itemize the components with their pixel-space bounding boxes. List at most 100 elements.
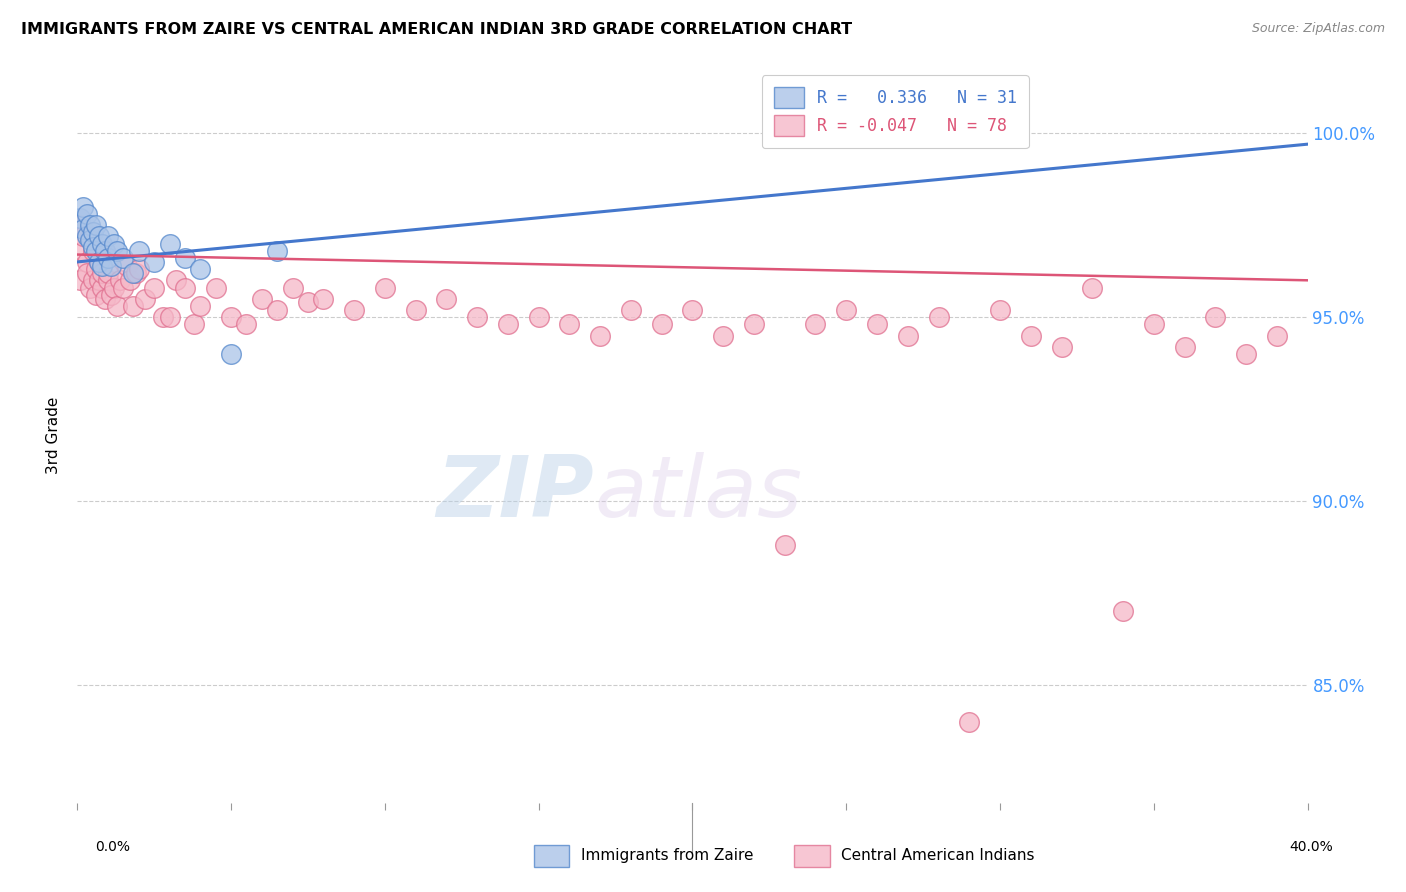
Point [100, 288, 122, 302]
Point [527, 310, 550, 324]
Point [110, 273, 132, 287]
Point [174, 252, 197, 266]
Point [72, 244, 94, 258]
Point [90, 236, 114, 251]
Point [79, 233, 101, 247]
Text: ZIP: ZIP [436, 452, 595, 535]
Point [928, 126, 950, 140]
Point [1265, 328, 1288, 343]
Point [866, 318, 889, 332]
Point [897, 328, 920, 343]
Point [957, 714, 980, 729]
Point [188, 262, 212, 277]
Y-axis label: 3rd Grade: 3rd Grade [46, 396, 62, 474]
Legend: R =   0.336   N = 31, R = -0.047   N = 78: R = 0.336 N = 31, R = -0.047 N = 78 [762, 75, 1029, 148]
Point [711, 328, 734, 343]
Point [1081, 281, 1104, 295]
Text: 40.0%: 40.0% [1289, 840, 1333, 855]
Point [405, 302, 427, 317]
Point [928, 310, 950, 324]
Point [165, 273, 187, 287]
Point [82, 273, 104, 287]
Point [219, 310, 242, 324]
Text: Immigrants from Zaire: Immigrants from Zaire [581, 848, 754, 863]
Point [121, 266, 143, 280]
Point [79, 229, 101, 244]
Point [82, 244, 104, 258]
Point [87, 229, 110, 244]
Point [620, 302, 643, 317]
Point [105, 244, 128, 258]
Point [343, 302, 366, 317]
Point [69, 273, 91, 287]
Point [266, 244, 288, 258]
Point [835, 302, 858, 317]
Point [121, 299, 143, 313]
Point [76, 255, 98, 269]
Point [125, 266, 148, 280]
Point [374, 281, 396, 295]
Point [128, 262, 150, 277]
Point [87, 255, 110, 269]
Point [804, 318, 827, 332]
Point [128, 244, 150, 258]
Point [103, 236, 125, 251]
Text: 0.0%: 0.0% [96, 840, 131, 855]
Point [84, 262, 107, 277]
Point [152, 310, 174, 324]
Point [76, 207, 98, 221]
Point [134, 292, 156, 306]
Point [188, 299, 212, 313]
Point [115, 259, 138, 273]
Point [589, 328, 612, 343]
Point [118, 273, 141, 287]
Text: Central American Indians: Central American Indians [841, 848, 1035, 863]
Point [143, 255, 166, 269]
Point [266, 302, 288, 317]
Point [97, 273, 120, 287]
Point [87, 273, 110, 287]
Point [76, 266, 98, 280]
Point [82, 240, 104, 254]
Point [79, 281, 101, 295]
Point [97, 229, 120, 244]
Point [174, 281, 197, 295]
Point [103, 281, 125, 295]
Point [1143, 318, 1166, 332]
Point [94, 292, 117, 306]
Point [143, 281, 166, 295]
Point [79, 218, 101, 232]
Point [76, 229, 98, 244]
Point [219, 347, 242, 361]
Point [496, 318, 519, 332]
Point [82, 226, 104, 240]
Point [281, 281, 304, 295]
Point [1019, 328, 1042, 343]
Point [84, 244, 107, 258]
Point [682, 302, 704, 317]
Point [97, 252, 120, 266]
Point [90, 259, 114, 273]
Point [72, 229, 94, 244]
Point [90, 266, 114, 280]
Point [84, 218, 107, 232]
Point [235, 318, 257, 332]
Point [1174, 339, 1197, 353]
Point [87, 255, 110, 269]
Point [97, 266, 120, 280]
Point [112, 252, 135, 266]
Point [90, 281, 114, 295]
Point [105, 299, 128, 313]
Point [159, 236, 181, 251]
Point [69, 211, 91, 225]
Point [742, 318, 765, 332]
Text: atlas: atlas [595, 452, 801, 535]
Point [436, 292, 458, 306]
Point [100, 259, 122, 273]
Point [312, 292, 335, 306]
Point [1112, 604, 1135, 618]
Point [558, 318, 581, 332]
Point [250, 292, 273, 306]
Point [204, 281, 226, 295]
Point [84, 288, 107, 302]
